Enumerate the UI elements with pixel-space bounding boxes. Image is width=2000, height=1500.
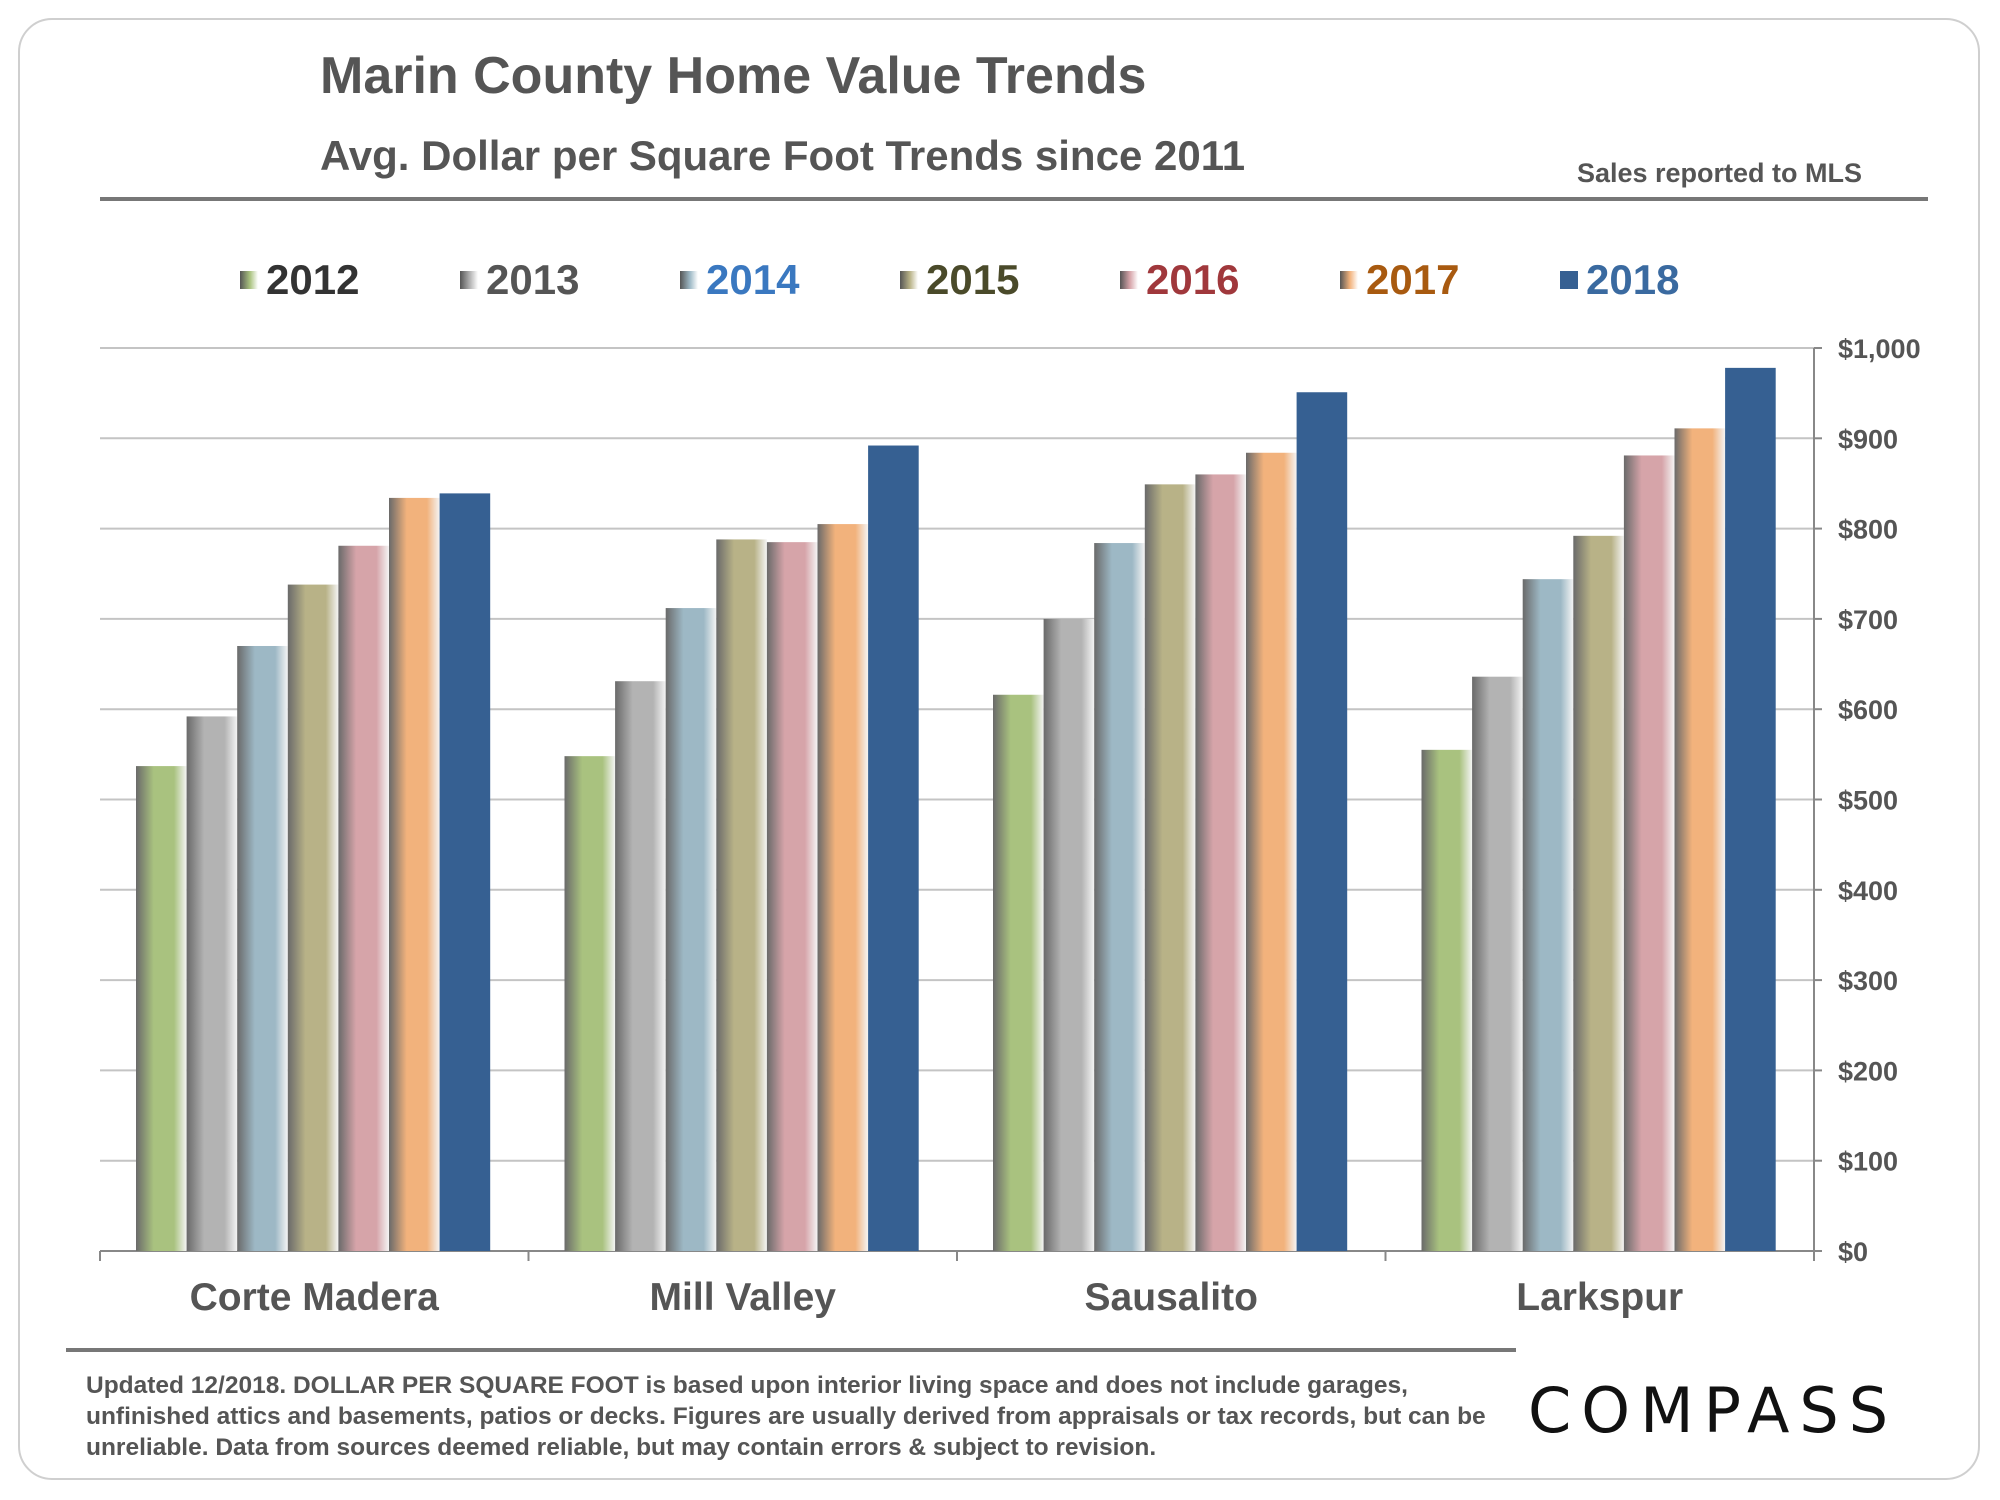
bar-mill-valley-2012 — [564, 756, 616, 1251]
bar-mill-valley-2013 — [615, 681, 666, 1251]
bar-corte-madera-2013 — [186, 716, 238, 1251]
y-tick-label: $1,000 — [1838, 334, 1921, 364]
legend-label: 2015 — [926, 256, 1020, 303]
legend-swatch — [1340, 271, 1358, 289]
y-tick-label: $200 — [1838, 1056, 1898, 1086]
legend-label: 2017 — [1366, 256, 1460, 303]
chart-title: Marin County Home Value Trends — [320, 47, 1147, 105]
bar-corte-madera-2012 — [136, 766, 187, 1251]
bar-sausalito-2013 — [1043, 618, 1095, 1251]
bar-sausalito-2015 — [1144, 484, 1196, 1251]
legend-item-2013: 2013 — [460, 256, 680, 304]
legend-swatch — [680, 271, 698, 289]
legend-item-2014: 2014 — [680, 256, 900, 304]
legend-swatch — [1560, 271, 1578, 289]
legend-swatch — [900, 271, 918, 289]
legend-label: 2012 — [266, 256, 360, 303]
legend-label: 2016 — [1146, 256, 1240, 303]
chart-subtitle: Avg. Dollar per Square Foot Trends since… — [320, 132, 1246, 179]
footer-disclaimer: Updated 12/2018. DOLLAR PER SQUARE FOOT … — [86, 1372, 1486, 1461]
bar-corte-madera-2014 — [237, 645, 288, 1251]
footer-divider — [66, 1348, 1516, 1352]
y-tick-label: $300 — [1838, 966, 1898, 996]
bar-corte-madera-2015 — [287, 584, 339, 1251]
legend-item-2018: 2018 — [1560, 256, 1780, 304]
bar-sausalito-2016 — [1195, 474, 1246, 1251]
legend-item-2012: 2012 — [240, 256, 460, 304]
bar-larkspur-2017 — [1674, 428, 1726, 1251]
bar-larkspur-2014 — [1522, 579, 1574, 1251]
source-note: Sales reported to MLS — [1576, 158, 1862, 188]
y-tick-label: $500 — [1838, 786, 1898, 816]
legend-swatch — [240, 271, 258, 289]
bar-mill-valley-2018 — [868, 445, 919, 1251]
compass-logo: COMPASS — [1528, 1374, 1899, 1447]
bar-larkspur-2016 — [1623, 455, 1675, 1251]
bar-larkspur-2013 — [1472, 676, 1523, 1251]
bar-corte-madera-2018 — [439, 493, 491, 1251]
bar-corte-madera-2017 — [389, 497, 440, 1251]
y-tick-label: $100 — [1838, 1147, 1898, 1177]
bar-sausalito-2012 — [993, 694, 1044, 1251]
legend-item-2015: 2015 — [900, 256, 1120, 304]
y-tick-label: $700 — [1838, 605, 1898, 635]
bar-mill-valley-2016 — [766, 542, 818, 1251]
card-frame — [18, 18, 1980, 1480]
header-divider — [100, 197, 1928, 201]
legend-label: 2013 — [486, 256, 580, 303]
bar-larkspur-2018 — [1725, 367, 1776, 1252]
legend-item-2017: 2017 — [1340, 256, 1560, 304]
bar-sausalito-2014 — [1094, 543, 1145, 1251]
y-tick-label: $0 — [1838, 1237, 1868, 1267]
x-category-label: Sausalito — [1085, 1276, 1258, 1319]
legend: 2012 2013 2014 2015 2016 2017 2018 — [240, 256, 1780, 304]
legend-swatch — [460, 271, 478, 289]
bar-larkspur-2015 — [1573, 535, 1624, 1251]
x-category-label: Mill Valley — [650, 1276, 837, 1319]
y-tick-label: $400 — [1838, 876, 1898, 906]
bar-larkspur-2012 — [1421, 749, 1473, 1251]
legend-swatch — [1120, 271, 1138, 289]
bar-sausalito-2018 — [1296, 392, 1348, 1251]
y-tick-label: $800 — [1838, 515, 1898, 545]
legend-item-2016: 2016 — [1120, 256, 1340, 304]
y-tick-label: $900 — [1838, 424, 1898, 454]
legend-label: 2014 — [706, 256, 800, 303]
x-category-label: Corte Madera — [190, 1276, 440, 1319]
bar-sausalito-2017 — [1246, 452, 1297, 1251]
bar-mill-valley-2017 — [817, 524, 869, 1251]
y-tick-label: $600 — [1838, 695, 1898, 725]
x-category-label: Larkspur — [1516, 1276, 1683, 1319]
legend-label: 2018 — [1586, 256, 1680, 303]
bar-corte-madera-2016 — [338, 545, 389, 1251]
bar-mill-valley-2014 — [665, 608, 717, 1251]
bar-mill-valley-2015 — [716, 539, 767, 1251]
